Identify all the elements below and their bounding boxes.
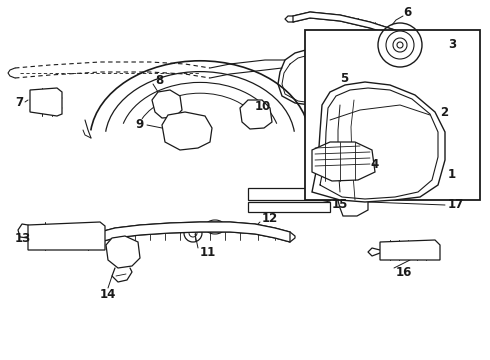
Polygon shape <box>312 82 445 202</box>
Text: 5: 5 <box>340 72 348 85</box>
Polygon shape <box>100 222 290 242</box>
Polygon shape <box>278 42 408 106</box>
Polygon shape <box>28 222 105 250</box>
Text: 14: 14 <box>100 288 117 302</box>
Text: 10: 10 <box>255 100 271 113</box>
Text: 3: 3 <box>448 37 456 50</box>
Text: 16: 16 <box>396 266 413 279</box>
Text: 13: 13 <box>15 231 31 244</box>
Polygon shape <box>162 112 212 150</box>
Text: 11: 11 <box>200 246 216 258</box>
Text: 6: 6 <box>403 5 411 18</box>
Polygon shape <box>106 236 140 268</box>
Text: 15: 15 <box>332 198 348 211</box>
Text: 1: 1 <box>448 168 456 181</box>
Text: 17: 17 <box>448 198 464 211</box>
Text: 8: 8 <box>155 73 163 86</box>
Text: 9: 9 <box>135 118 143 131</box>
Polygon shape <box>312 142 375 181</box>
Polygon shape <box>240 100 272 129</box>
Polygon shape <box>293 12 400 39</box>
Bar <box>305 30 480 200</box>
Text: 7: 7 <box>15 95 23 108</box>
Polygon shape <box>337 190 368 216</box>
Text: 12: 12 <box>262 211 278 225</box>
Polygon shape <box>30 88 62 116</box>
Text: 4: 4 <box>370 158 378 171</box>
Polygon shape <box>152 90 182 118</box>
Polygon shape <box>248 202 330 212</box>
Polygon shape <box>248 188 330 200</box>
Polygon shape <box>380 240 440 260</box>
Text: 2: 2 <box>440 105 448 118</box>
